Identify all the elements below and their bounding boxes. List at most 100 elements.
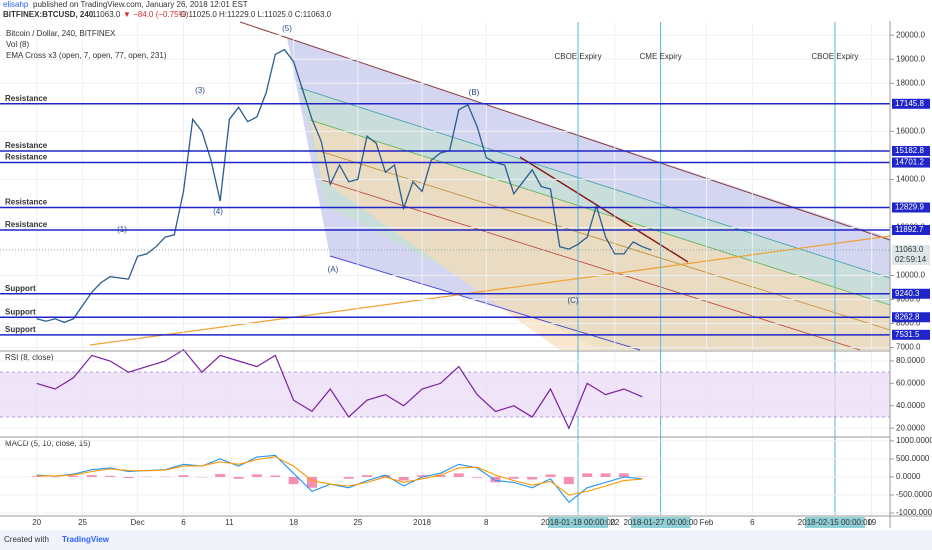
level-value: 15182.8 <box>895 146 924 155</box>
x-tick-label: 6 <box>181 518 186 527</box>
x-tick-label: 11 <box>225 518 234 527</box>
histogram-bar <box>178 475 189 477</box>
ohlc: O:11025.0 H:11229.0 L:11025.0 C:11063.0 <box>180 10 332 19</box>
pitchfork-inner <box>310 120 890 350</box>
level-value: 8262.8 <box>895 312 920 321</box>
legend-item: EMA Cross x3 (open, 7, open, 77, open, 2… <box>6 51 167 60</box>
y-tick-label: 40.0000 <box>896 401 925 410</box>
level-tag <box>892 145 930 156</box>
y-tick-label: 500.0000 <box>896 454 930 463</box>
fork-line <box>299 87 891 279</box>
trend-line <box>89 235 891 346</box>
histogram-bar <box>417 475 428 477</box>
histogram-bar <box>343 476 354 479</box>
published: published on TradingView.com, January 26… <box>33 0 248 9</box>
x-tick-label: 18 <box>289 518 298 527</box>
histogram-bar <box>233 476 244 479</box>
wave-label: (3) <box>195 86 205 95</box>
footer-text: Created with <box>4 535 49 544</box>
last: 11063.0 <box>92 10 121 19</box>
histogram-bar <box>251 474 262 477</box>
y-tick-label: -1000.0000 <box>896 508 932 517</box>
y-tick-label: 10000.0 <box>896 271 925 280</box>
x-tick-label: 20 <box>32 518 41 527</box>
x-tick-label: 2018 <box>413 518 431 527</box>
y-tick-label: -500.0000 <box>896 490 932 499</box>
x-tick-label: Feb <box>700 518 714 527</box>
x-tick-label: 2018-01-18 00:00:00 <box>541 518 616 527</box>
y-tick-label: 7000.0 <box>896 343 921 352</box>
price-line <box>36 48 652 324</box>
level-value: 12829.9 <box>895 203 924 212</box>
pane-title: RSI (8, close) <box>5 353 54 362</box>
histogram-bar <box>306 476 317 488</box>
last-price-tag <box>892 244 930 265</box>
time-highlight <box>804 517 865 528</box>
y-tick-label: 1000.0000 <box>896 436 932 445</box>
author[interactable]: elisahp <box>3 0 29 9</box>
level-name: Resistance <box>5 141 48 150</box>
histogram-bar <box>215 474 226 477</box>
axes: 20 25 Dec 6 11 18 25 2018 8 2018-01-18 00:00:0022… <box>32 30 932 528</box>
level-value: 17145.8 <box>895 99 924 108</box>
histogram-bar <box>31 476 42 477</box>
histogram-bar <box>618 473 629 477</box>
x-tick-label: 19 <box>867 518 876 527</box>
y-tick-label: 14000.0 <box>896 175 925 184</box>
event-label: CBOE Expiry <box>554 52 601 61</box>
x-tick-label: 2018-02-15 00:00:00 <box>798 518 873 527</box>
wave-label: (B) <box>469 88 480 97</box>
plot-layer: CBOE Expiry CME Expiry CBOE Expiry Resistan… <box>0 22 890 515</box>
histogram-bar <box>68 475 79 477</box>
level-name: Support <box>5 325 36 334</box>
histogram-bar <box>600 473 611 477</box>
wave-label: (5) <box>282 24 292 33</box>
histogram-bar <box>435 475 446 477</box>
wave-label: (4) <box>213 207 223 216</box>
y-tick-label: 8000.0 <box>896 319 921 328</box>
level-tag <box>892 288 930 299</box>
footer-brand[interactable]: TradingView <box>62 535 110 544</box>
wave-label: (1) <box>117 225 127 234</box>
y-tick-label: 0.0000 <box>896 472 921 481</box>
y-tick-label: 18000.0 <box>896 78 925 87</box>
histogram-bar <box>582 473 593 477</box>
change: ▼ −84.0 (−0.75%) <box>123 10 189 19</box>
symbol: BITFINEX:BTCUSD, 240 <box>3 10 94 19</box>
x-tick-label: Dec <box>131 518 145 527</box>
wave-label: (C) <box>567 296 578 305</box>
legend-item: Vol (8) <box>6 40 29 49</box>
x-tick-label: 6 <box>750 518 755 527</box>
header-bg <box>0 0 932 21</box>
level-name: Resistance <box>5 94 48 103</box>
level-name: Resistance <box>5 198 48 207</box>
footer <box>0 530 932 550</box>
signal-line <box>36 456 643 496</box>
pitchfork <box>89 21 891 351</box>
x-tick-label: 25 <box>353 518 362 527</box>
level-tag <box>892 157 930 168</box>
y-tick-label: 20.0000 <box>896 423 925 432</box>
y-tick-label: 80.0000 <box>896 356 925 365</box>
histogram-bar <box>105 475 116 477</box>
histogram-bar <box>86 475 97 477</box>
level-value: 14701.2 <box>895 158 924 167</box>
level-tag <box>892 312 930 323</box>
event-label: CBOE Expiry <box>811 52 858 61</box>
histogram-bar <box>508 476 519 479</box>
histogram-bar <box>545 474 556 477</box>
trend-line <box>519 156 689 263</box>
rsi-line <box>36 349 643 430</box>
histogram-bar <box>362 475 373 477</box>
histogram-bar <box>563 476 574 485</box>
x-tick-label: 8 <box>484 518 489 527</box>
legend-item: Bitcoin / Dollar, 240, BITFINEX <box>6 29 116 38</box>
level-name: Support <box>5 284 36 293</box>
histogram-bar <box>527 476 538 480</box>
histogram-bar <box>288 476 299 485</box>
y-tick-label: 9000.0 <box>896 295 921 304</box>
histogram-bar <box>453 473 464 477</box>
level-value: 9240.3 <box>895 289 920 298</box>
level-name: Resistance <box>5 220 48 229</box>
